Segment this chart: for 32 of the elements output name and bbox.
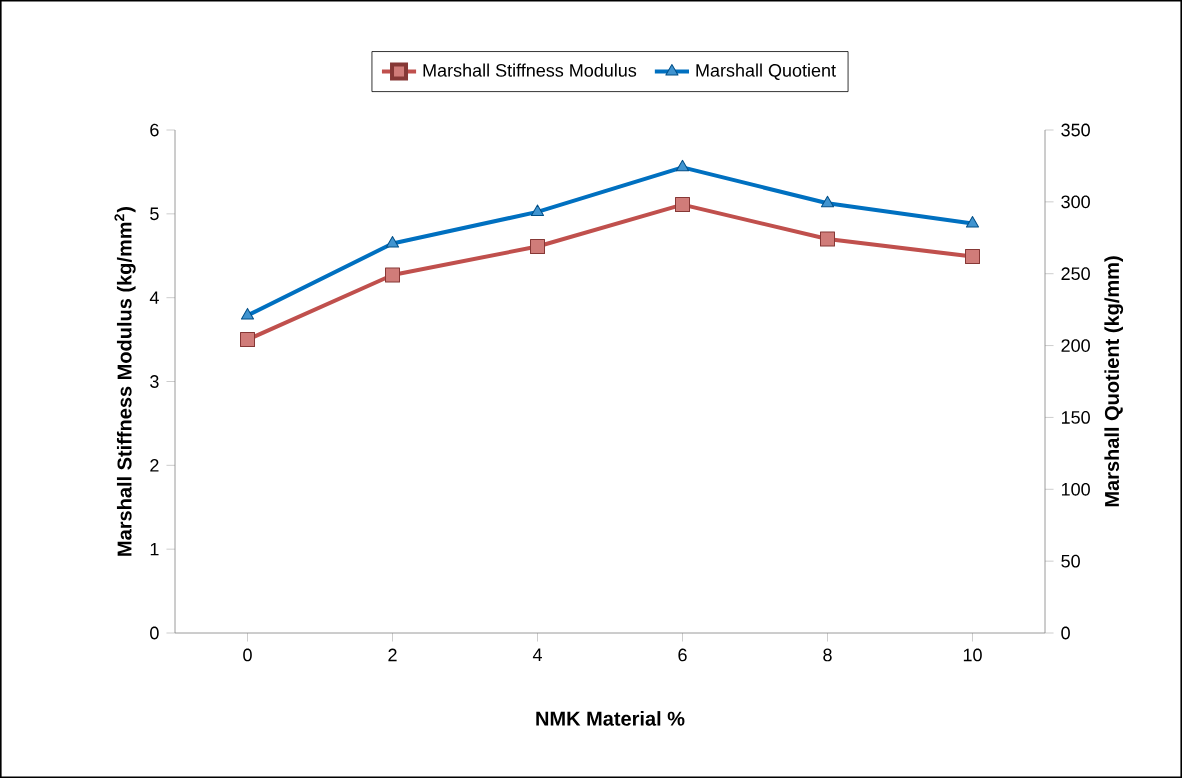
y2-tick-label: 250: [1061, 267, 1090, 281]
y2-tick-label: 100: [1061, 482, 1090, 496]
x-tick-label: 6: [678, 648, 687, 662]
point: [385, 267, 400, 283]
x-tick-label: 8: [823, 648, 832, 662]
y-axis-title: Marshall Stiffness Modulus (kg/mm$^{2}$): [114, 206, 136, 556]
y-tick-label: 1: [150, 542, 159, 556]
y-tick-label: 0: [150, 626, 159, 640]
point: [530, 239, 546, 255]
x-axis-title: NMK Material %: [536, 711, 685, 726]
y-tick-label: 5: [150, 207, 159, 221]
x-tick-label: 2: [388, 648, 397, 662]
point: [675, 197, 691, 213]
point: [240, 332, 256, 348]
y-tick-label: 2: [150, 459, 159, 472]
y-tick-label: 4: [149, 291, 159, 304]
x-tick-label: 0: [243, 648, 252, 662]
y2-tick-label: 350: [1061, 123, 1090, 137]
point: [820, 231, 835, 247]
y2-tick-label: 0: [1061, 626, 1070, 640]
y2-tick-label: 200: [1061, 339, 1090, 352]
legend-label: Marshall Stiffness Modulus: [423, 63, 637, 77]
x-tick-label: 10: [963, 648, 982, 662]
y-tick-label: 6: [150, 123, 159, 137]
y2-tick-label: 300: [1061, 195, 1090, 209]
legend-label: Marshall Quotient: [696, 63, 836, 80]
point: [965, 249, 980, 265]
y2-axis-title: Marshall Quotient (kg/mm): [1104, 256, 1124, 507]
y2-tick-label: 50: [1061, 554, 1080, 568]
y-tick-label: 3: [150, 375, 159, 388]
y2-tick-label: 150: [1061, 411, 1090, 424]
x-tick-label: 4: [532, 648, 542, 661]
